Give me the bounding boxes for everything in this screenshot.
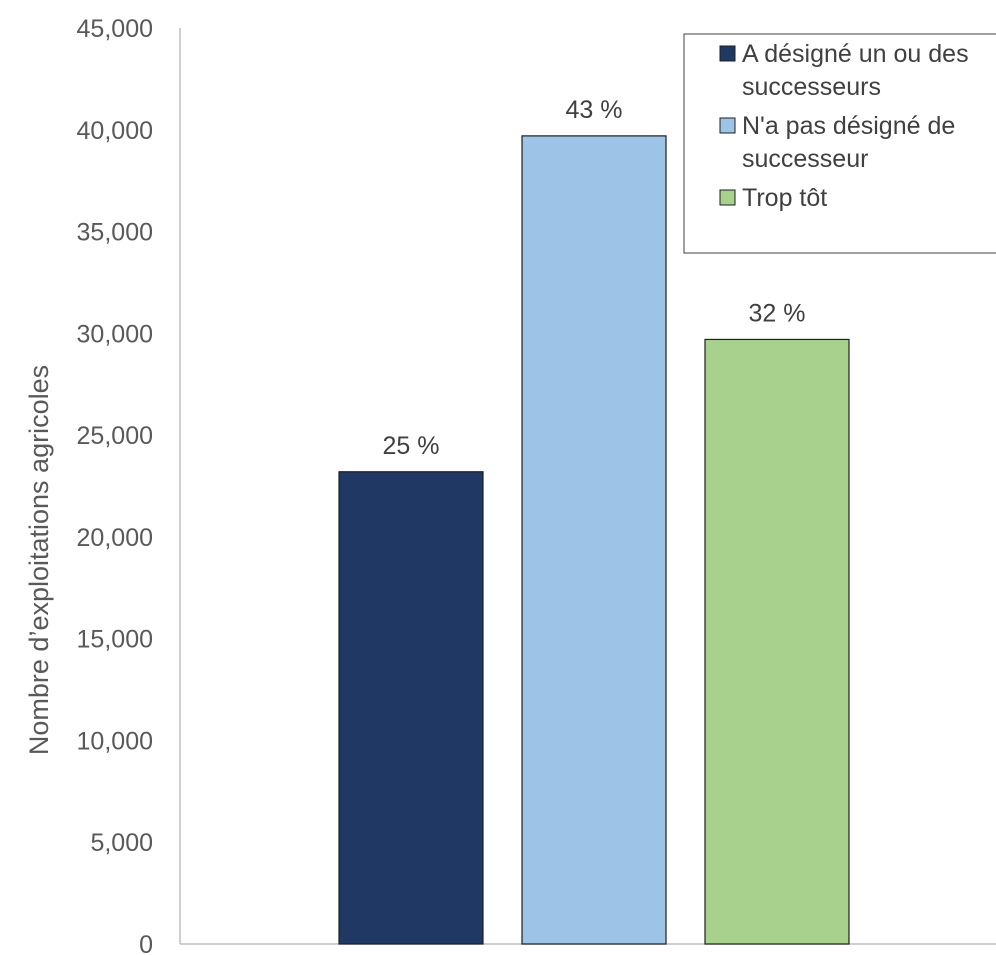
bar	[704, 338, 850, 945]
legend-label: successeurs	[742, 73, 881, 101]
bars	[338, 135, 850, 945]
legend-label: successeur	[742, 145, 868, 173]
bar	[338, 471, 484, 945]
data-label: 25 %	[383, 432, 440, 460]
bar	[521, 135, 667, 945]
y-tick-labels: 0 5,000 10,000 15,000 20,000 25,000 30,000 35,0…	[77, 15, 153, 955]
legend-label: A désigné un ou des	[742, 40, 969, 68]
legend-label: Trop tôt	[742, 184, 827, 212]
y-tick-label: 35,000	[77, 219, 153, 247]
data-label: 43 %	[566, 96, 623, 124]
y-tick-label: 25,000	[77, 422, 153, 450]
y-tick-label: 20,000	[77, 524, 153, 552]
legend-box	[683, 33, 996, 254]
legend-swatch	[719, 189, 736, 206]
legend-label: N'a pas désigné de	[742, 112, 955, 140]
legend: A désigné un ou des successeurs N'a pas dé…	[683, 33, 996, 254]
y-tick-label: 15,000	[77, 626, 153, 654]
data-labels: 25 % 43 % 32 %	[383, 96, 806, 460]
y-tick-label: 45,000	[77, 15, 153, 43]
y-tick-label: 40,000	[77, 117, 153, 145]
data-label: 32 %	[749, 299, 806, 327]
y-tick-label: 0	[139, 931, 153, 955]
y-tick-label: 10,000	[77, 727, 153, 755]
y-tick-label: 30,000	[77, 320, 153, 348]
legend-swatch	[719, 45, 736, 62]
y-tick-label: 5,000	[90, 829, 153, 857]
y-axis-title: Nombre d’exploitations agricoles	[24, 365, 54, 755]
legend-swatch	[719, 117, 736, 134]
